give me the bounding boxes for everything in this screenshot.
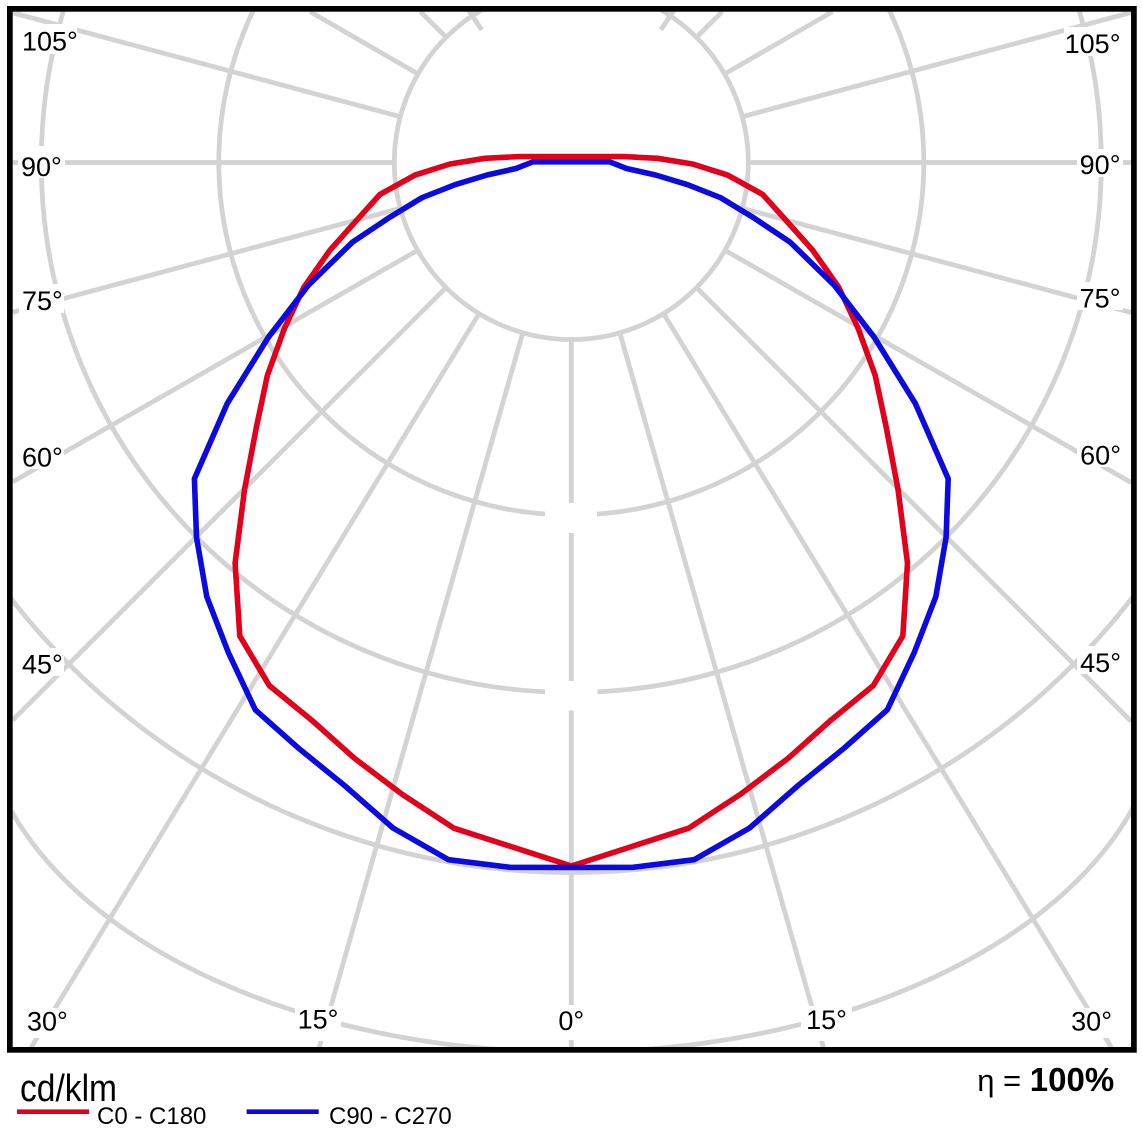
svg-text:45°: 45° bbox=[1080, 648, 1121, 678]
svg-text:0°: 0° bbox=[558, 1006, 584, 1036]
svg-text:90°: 90° bbox=[1080, 150, 1121, 180]
svg-text:η = 100%: η = 100% bbox=[977, 1061, 1114, 1098]
svg-text:105°: 105° bbox=[22, 27, 78, 57]
svg-text:60°: 60° bbox=[1080, 441, 1121, 471]
svg-text:15°: 15° bbox=[806, 1005, 847, 1035]
svg-text:C0 - C180: C0 - C180 bbox=[97, 1103, 206, 1130]
svg-text:C90 - C270: C90 - C270 bbox=[329, 1103, 452, 1130]
svg-text:30°: 30° bbox=[27, 1007, 68, 1037]
svg-text:45°: 45° bbox=[22, 650, 63, 680]
svg-text:90°: 90° bbox=[21, 152, 62, 182]
svg-text:15°: 15° bbox=[298, 1005, 339, 1035]
svg-text:105°: 105° bbox=[1065, 29, 1121, 59]
svg-text:75°: 75° bbox=[1080, 284, 1121, 314]
svg-text:60°: 60° bbox=[22, 443, 63, 473]
svg-text:30°: 30° bbox=[1071, 1007, 1112, 1037]
svg-text:75°: 75° bbox=[22, 286, 63, 316]
svg-text:cd/klm: cd/klm bbox=[20, 1068, 117, 1110]
